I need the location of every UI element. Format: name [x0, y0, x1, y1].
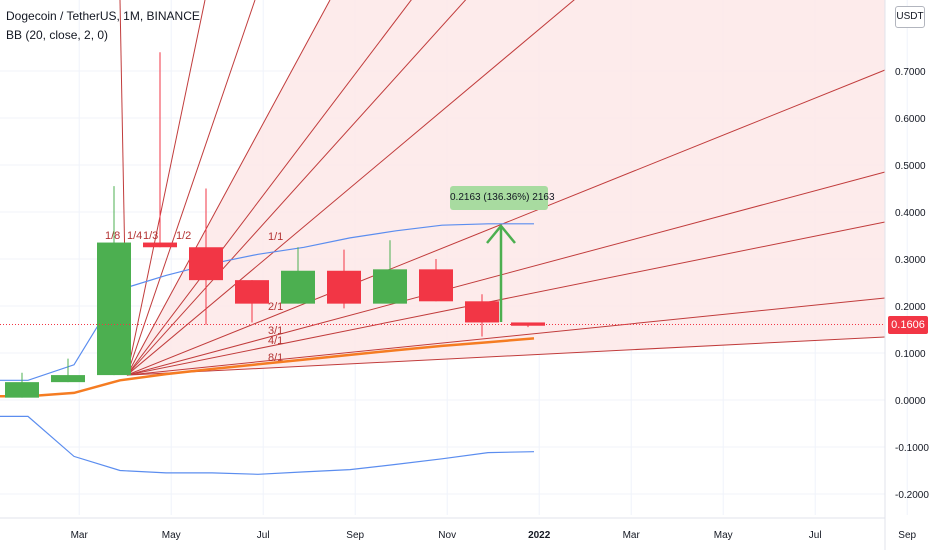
bb-basis-line: [0, 337, 535, 398]
gann-fan-label: 1/8: [105, 230, 120, 242]
candle-body: [189, 247, 223, 281]
bb-lower-line: [0, 415, 535, 475]
time-tick-label: Sep: [898, 530, 916, 541]
gann-fan-line: [126, 0, 256, 376]
price-tick-label: 0.3000: [895, 255, 926, 266]
gann-fan-label: 1/3: [143, 230, 158, 242]
ruler-arrow-head: [486, 224, 516, 244]
candle-body: [5, 382, 39, 398]
candle-body: [373, 269, 407, 304]
candle-body: [97, 242, 131, 376]
currency-unit-button[interactable]: USDT: [895, 6, 925, 28]
time-tick-label: Nov: [438, 530, 456, 541]
price-tick-label: 0.6000: [895, 114, 926, 125]
gann-fan-label: 1/2: [176, 230, 191, 242]
time-tick-label: Sep: [346, 530, 364, 541]
candle-body: [281, 270, 315, 304]
time-tick-label: May: [162, 530, 181, 541]
symbol-legend[interactable]: Dogecoin / TetherUS, 1M, BINANCE: [6, 9, 200, 23]
time-tick-label: Jul: [257, 530, 270, 541]
time-tick-label: Jul: [809, 530, 822, 541]
candle-body: [51, 375, 85, 383]
price-tick-label: -0.2000: [895, 490, 929, 501]
candle-body: [327, 270, 361, 304]
candle-body: [419, 269, 453, 302]
gann-fan-line: [126, 0, 575, 376]
gann-fan-line: [126, 0, 467, 376]
measure-ruler: [486, 224, 516, 322]
time-tick-label: Mar: [623, 530, 641, 541]
price-tick-label: 0.5000: [895, 161, 926, 172]
price-tick-label: 0.4000: [895, 208, 926, 219]
gann-fan-line: [126, 171, 886, 376]
candle-body: [235, 280, 269, 304]
gann-fan-line: [126, 336, 886, 376]
time-tick-label: May: [714, 530, 733, 541]
bb-upper-line: [0, 223, 534, 381]
price-tick-label: 0.1000: [895, 349, 926, 360]
gann-fan-line: [126, 69, 886, 376]
gann-fan-label: 2/1: [268, 301, 283, 313]
gann-fan-line: [126, 0, 412, 376]
indicator-legend[interactable]: BB (20, close, 2, 0): [6, 28, 109, 42]
bollinger-bands: [0, 223, 535, 475]
candle-body: [465, 301, 499, 323]
price-tick-label: 0.0000: [895, 396, 926, 407]
time-tick-label: 2022: [528, 530, 551, 541]
gann-fan-label: 3/1: [268, 325, 283, 337]
time-tick-label: Mar: [71, 530, 89, 541]
gann-fan-line: [126, 0, 206, 376]
gann-fan-line: [126, 221, 886, 376]
gann-fan-label: 4/1: [268, 335, 283, 347]
ruler-measurement-label: 0.2163 (136.36%) 2163: [450, 186, 555, 210]
gann-fan-line: [126, 0, 331, 376]
gann-fan-label: 1/4: [127, 230, 142, 242]
price-tick-label: -0.1000: [895, 443, 929, 454]
candle-body: [143, 242, 177, 248]
current-price-label: 0.1606: [888, 316, 928, 334]
gann-fan-line: [126, 297, 886, 376]
price-tick-label: 0.7000: [895, 67, 926, 78]
price-tick-label: 0.2000: [895, 302, 926, 313]
gann-fan-label: 1/1: [268, 231, 283, 243]
